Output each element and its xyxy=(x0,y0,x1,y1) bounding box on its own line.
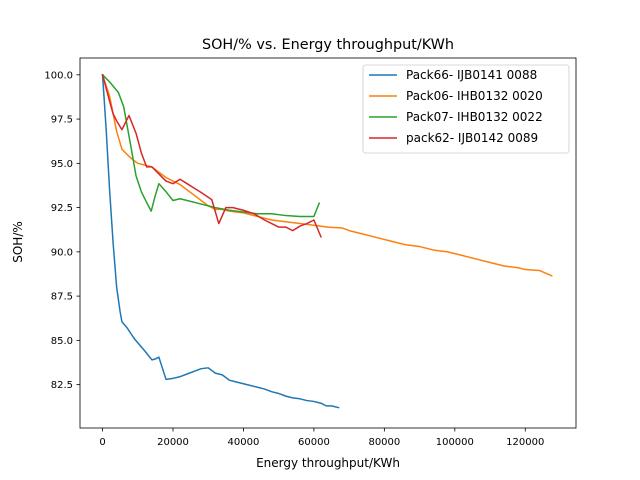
y-tick-label: 100.0 xyxy=(44,70,73,81)
y-tick-label: 95.0 xyxy=(51,159,73,170)
y-tick-label: 90.0 xyxy=(51,247,73,258)
y-tick-label: 92.5 xyxy=(51,203,73,214)
legend: Pack66- IJB0141 0088 Pack06- IHB0132 0020… xyxy=(362,64,570,154)
x-tick-label: 100000 xyxy=(436,437,474,448)
y-tick-label: 97.5 xyxy=(51,115,73,126)
legend-label: pack62- IJB0142 0089 xyxy=(406,131,538,145)
series-line-3 xyxy=(101,73,321,218)
y-tick-label: 85.0 xyxy=(51,336,73,347)
x-tick-label: 60000 xyxy=(298,437,330,448)
axes-frame xyxy=(79,57,577,429)
axes: 0 20000 40000 60000 80000 100000 120000 82.5 85.… xyxy=(44,57,577,448)
legend-label: Pack07- IHB0132 0022 xyxy=(406,110,543,124)
series-line-1 xyxy=(101,74,340,409)
legend-box xyxy=(362,64,570,154)
y-axis-label: SOH/% xyxy=(11,221,25,263)
x-tick-label: 120000 xyxy=(506,437,544,448)
x-tick-label: 80000 xyxy=(368,437,400,448)
x-tick-label: 0 xyxy=(99,437,105,448)
plot-area xyxy=(101,73,553,409)
x-tick-label: 20000 xyxy=(157,437,189,448)
y-tick-label: 87.5 xyxy=(51,292,73,303)
legend-label: Pack06- IHB0132 0020 xyxy=(406,89,543,103)
y-tick-label: 82.5 xyxy=(51,380,73,391)
chart-title: SOH/% vs. Energy throughput/KWh xyxy=(202,37,454,53)
x-axis-label: Energy throughput/KWh xyxy=(256,456,400,470)
series-line-4 xyxy=(101,73,322,238)
legend-label: Pack66- IJB0141 0088 xyxy=(406,68,537,82)
x-tick-label: 40000 xyxy=(228,437,260,448)
